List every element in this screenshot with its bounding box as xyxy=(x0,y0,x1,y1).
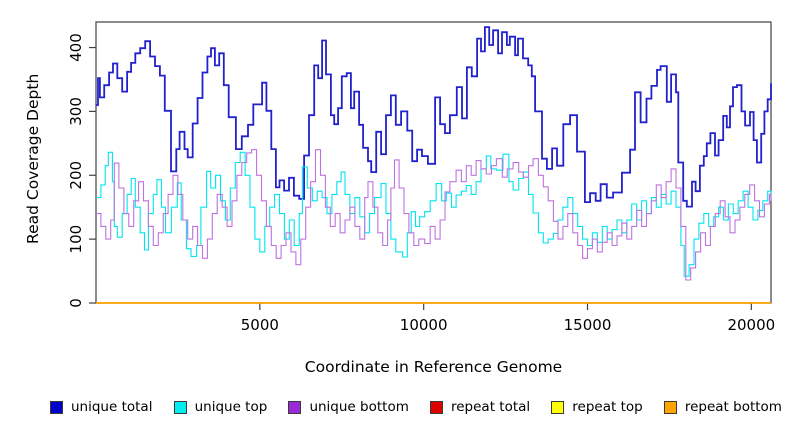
legend-swatch-repeat-top xyxy=(551,400,565,414)
series-unique-bottom xyxy=(96,149,772,281)
x-tick-label: 10000 xyxy=(400,316,448,334)
y-tick-label: 400 xyxy=(67,33,85,62)
legend-item-unique-bottom: unique bottom xyxy=(288,399,409,415)
y-tick-label: 100 xyxy=(67,225,85,254)
legend-label-repeat-total: repeat total xyxy=(450,399,531,415)
y-tick-label: 300 xyxy=(67,97,85,126)
legend-item-repeat-top: repeat top xyxy=(551,399,643,415)
plot-frame xyxy=(95,21,772,304)
x-tick-label: 5000 xyxy=(241,316,279,334)
legend-item-unique-top: unique top xyxy=(173,399,268,415)
legend-swatch-repeat-bottom xyxy=(663,400,677,414)
x-tick-label: 15000 xyxy=(564,316,612,334)
legend: unique total unique top unique bottom repea… xyxy=(50,399,782,415)
legend-label-unique-total: unique total xyxy=(71,399,153,415)
legend-item-repeat-total: repeat total xyxy=(429,399,531,415)
series-unique-top xyxy=(96,151,772,277)
series-unique-total xyxy=(96,26,772,208)
y-tick-label: 200 xyxy=(67,161,85,190)
legend-label-unique-bottom: unique bottom xyxy=(309,399,409,415)
legend-item-unique-total: unique total xyxy=(50,399,152,415)
legend-label-repeat-top: repeat top xyxy=(572,399,643,415)
legend-swatch-unique-top xyxy=(173,400,187,414)
legend-label-repeat-bottom: repeat bottom xyxy=(684,399,782,415)
legend-label-unique-top: unique top xyxy=(194,399,268,415)
legend-swatch-unique-bottom xyxy=(288,400,302,414)
y-axis-title: Read Coverage Depth xyxy=(24,73,42,244)
legend-swatch-repeat-total xyxy=(429,400,443,414)
y-tick-label: 0 xyxy=(67,298,85,308)
legend-swatch-unique-total xyxy=(50,400,63,414)
legend-item-repeat-bottom: repeat bottom xyxy=(663,399,782,415)
x-axis-title: Coordinate in Reference Genome xyxy=(304,358,563,376)
x-tick-label: 20000 xyxy=(727,316,775,334)
